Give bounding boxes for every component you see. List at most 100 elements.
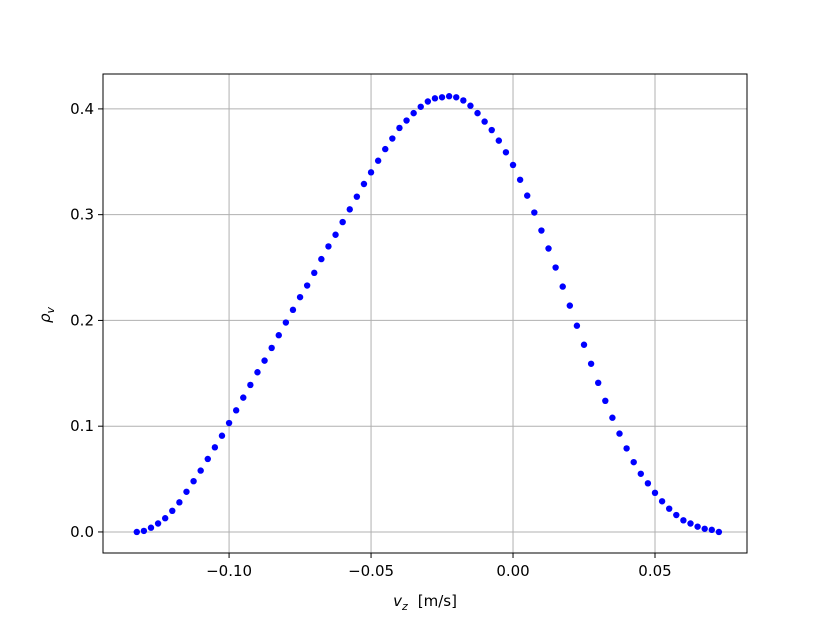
point xyxy=(516,176,524,183)
point xyxy=(559,283,566,290)
point xyxy=(687,520,694,527)
point xyxy=(665,505,673,512)
point xyxy=(367,169,375,176)
point xyxy=(651,489,659,497)
point xyxy=(644,480,652,487)
point xyxy=(211,444,219,451)
y-tick-label: 0.4 xyxy=(70,100,94,118)
y-axis-label: ρv xyxy=(36,306,57,323)
point xyxy=(708,526,715,534)
point xyxy=(410,109,417,117)
point xyxy=(147,524,155,531)
x-label-subscript: z xyxy=(401,600,408,613)
y-label-subscript: v xyxy=(44,306,57,313)
point xyxy=(531,209,538,216)
point xyxy=(566,302,574,309)
x-axis-label: vz [m/s] xyxy=(393,592,457,613)
point xyxy=(169,507,176,515)
point xyxy=(545,245,552,252)
point xyxy=(595,379,602,387)
x-label-unit: [m/s] xyxy=(418,592,457,610)
point xyxy=(303,282,311,289)
point xyxy=(609,414,616,421)
x-tick-label: −0.05 xyxy=(348,562,394,580)
point xyxy=(453,94,460,101)
point xyxy=(495,137,503,144)
point xyxy=(417,103,424,110)
y-tick-label: 0.0 xyxy=(70,523,94,541)
point xyxy=(587,360,595,367)
point xyxy=(701,525,708,532)
point xyxy=(374,157,382,164)
point xyxy=(311,269,318,277)
x-tick-label: 0.00 xyxy=(496,562,529,580)
point xyxy=(616,430,623,437)
point xyxy=(289,306,297,314)
point xyxy=(623,445,630,452)
point xyxy=(424,98,432,105)
point xyxy=(261,357,268,364)
point xyxy=(403,117,410,124)
point xyxy=(573,322,581,329)
point xyxy=(431,95,439,102)
point xyxy=(389,135,396,142)
point xyxy=(396,124,403,132)
point xyxy=(346,206,353,213)
point xyxy=(382,145,389,153)
point xyxy=(190,477,197,485)
y-tick-label: 0.1 xyxy=(70,417,94,435)
x-label-symbol: v xyxy=(393,592,403,610)
x-tick-label: −0.10 xyxy=(206,562,252,580)
point xyxy=(339,218,346,226)
point xyxy=(524,192,531,199)
point xyxy=(438,94,446,101)
point xyxy=(552,264,559,271)
y-tick-label: 0.2 xyxy=(70,311,94,329)
point xyxy=(715,528,723,536)
point xyxy=(580,341,588,348)
y-tick-label: 0.3 xyxy=(70,206,94,224)
point xyxy=(460,97,467,104)
point xyxy=(254,369,261,376)
plot-frame xyxy=(102,73,748,554)
point xyxy=(225,419,233,427)
point xyxy=(268,344,275,352)
point xyxy=(325,243,332,250)
point xyxy=(637,470,645,477)
point xyxy=(240,394,247,401)
point xyxy=(161,515,169,522)
point xyxy=(474,109,481,117)
point xyxy=(318,255,325,263)
x-tick-label: 0.05 xyxy=(638,562,671,580)
point xyxy=(630,458,637,466)
point xyxy=(176,499,183,506)
point xyxy=(538,227,545,234)
point xyxy=(275,332,282,339)
point xyxy=(247,381,254,389)
point xyxy=(467,102,474,109)
point xyxy=(602,397,609,405)
point xyxy=(673,511,680,519)
point xyxy=(218,432,226,439)
point xyxy=(445,93,453,100)
point xyxy=(488,126,495,134)
point xyxy=(509,161,517,169)
point xyxy=(353,193,361,200)
point xyxy=(502,149,510,156)
point xyxy=(204,455,211,463)
point xyxy=(282,319,290,326)
point xyxy=(680,517,687,524)
point xyxy=(183,488,190,495)
point xyxy=(360,180,368,188)
point xyxy=(694,523,701,530)
point xyxy=(197,467,204,474)
point xyxy=(154,520,162,527)
point xyxy=(133,528,140,536)
y-label-symbol: ρ xyxy=(36,313,54,323)
point xyxy=(481,118,488,125)
point xyxy=(140,527,148,535)
point xyxy=(232,407,240,414)
point xyxy=(296,293,304,301)
point xyxy=(658,498,666,505)
